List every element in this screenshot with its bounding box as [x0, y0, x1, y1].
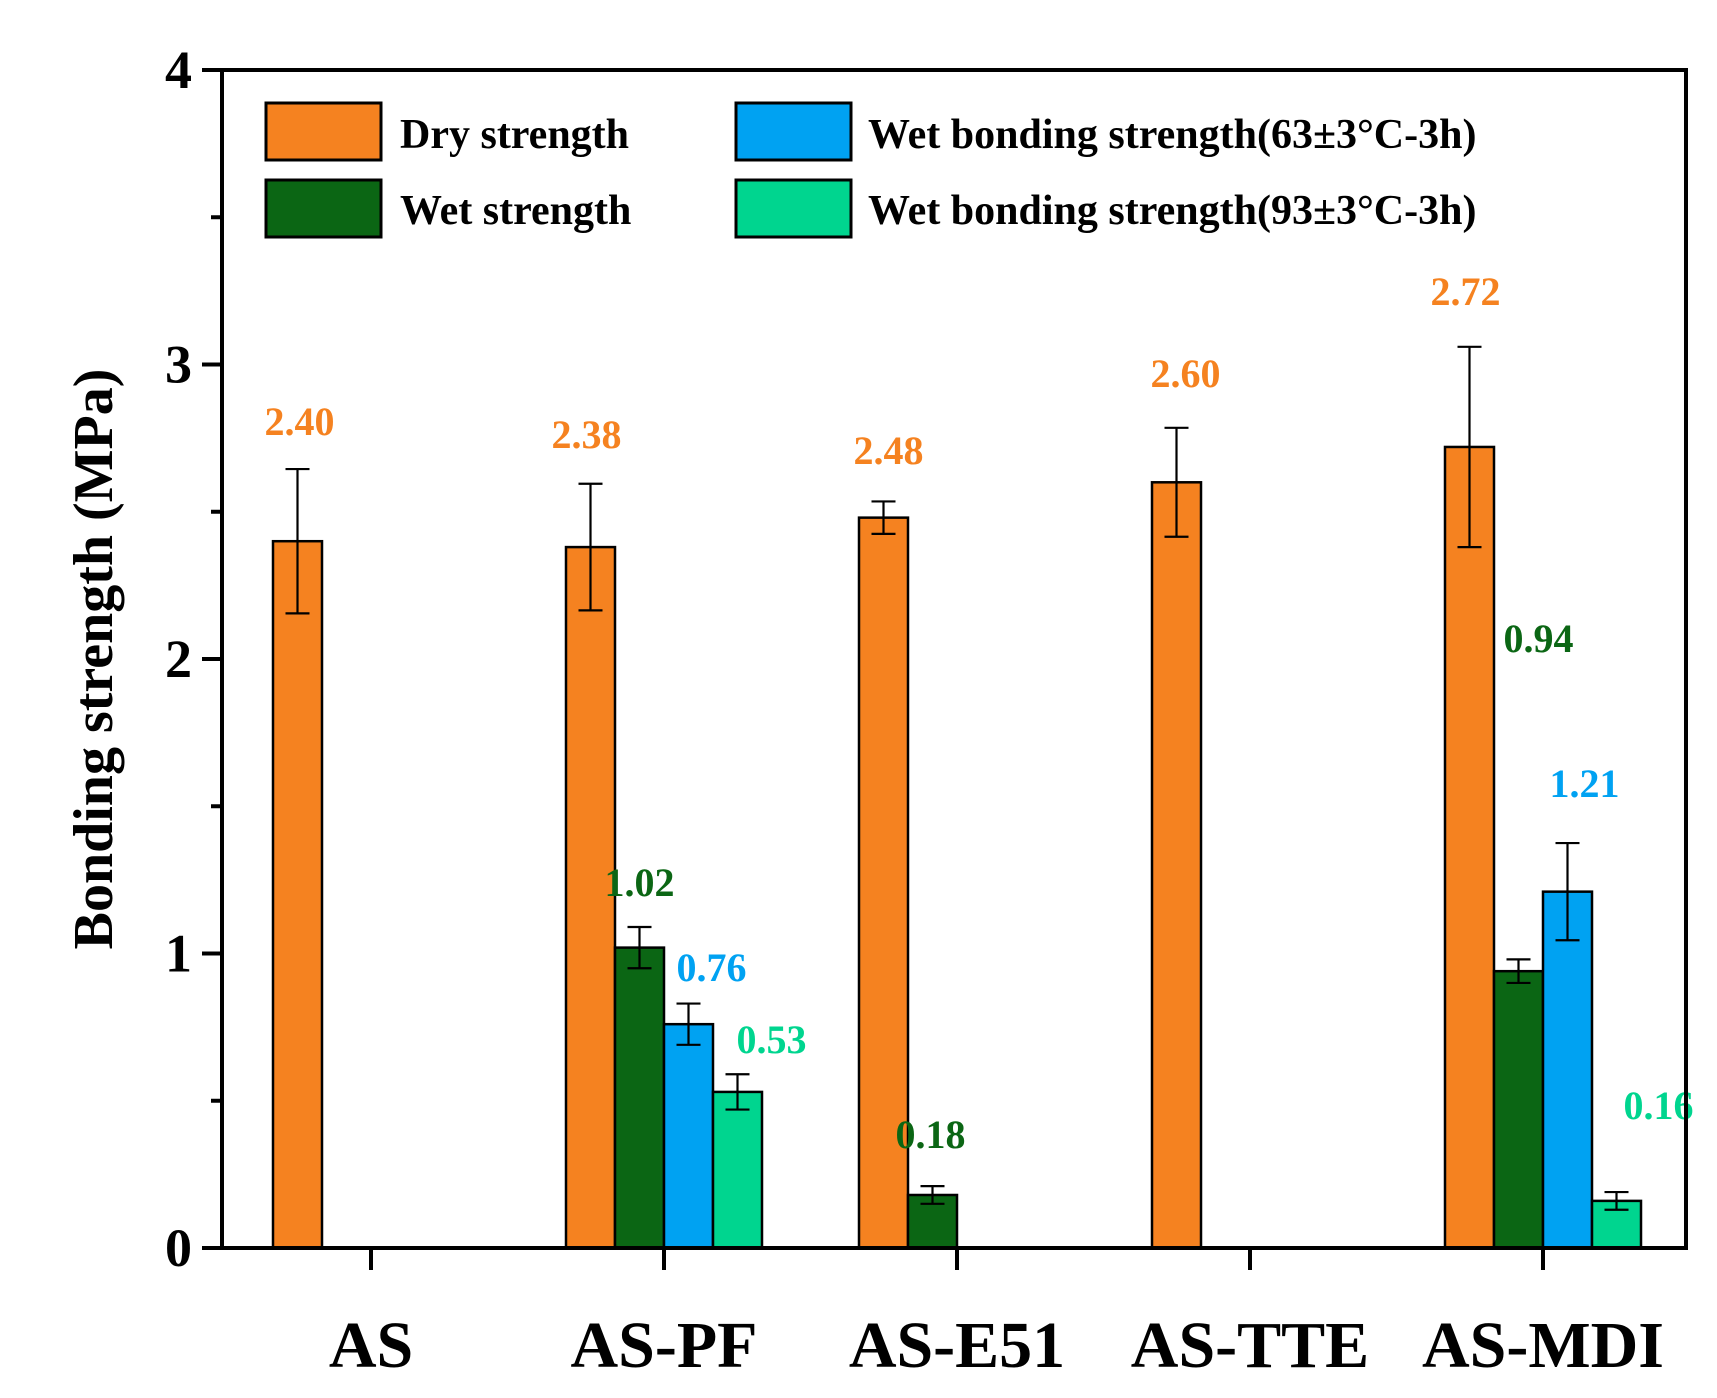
bar-as-pf-wet-bonding-strength-93-3-c-3h	[711, 1090, 764, 1250]
bar-as-mdi-wet-bonding-strength-93-3-c-3h	[1590, 1199, 1643, 1250]
bar-as-e51-dry-strength	[857, 516, 910, 1250]
legend-item-dry-strength: Dry strength	[264, 101, 629, 162]
legend-item-wet-bonding-strength-63-3-c-3h: Wet bonding strength(63±3°C-3h)	[734, 101, 1476, 162]
x-tick-label-as-e51: AS-E51	[849, 1309, 1065, 1382]
legend-swatch	[734, 101, 853, 162]
legend-label: Wet strength	[400, 188, 631, 234]
legend-swatch	[264, 101, 383, 162]
legend-swatch	[264, 178, 383, 239]
error-bar-as-mdi-wet-bonding-strength-93-3-c-3h	[1604, 1190, 1629, 1211]
error-bar-as-dry-strength	[285, 467, 310, 615]
bar-as-pf-wet-bonding-strength-63-3-c-3h	[662, 1022, 715, 1250]
legend-swatch	[734, 178, 853, 239]
bar-as-mdi-wet-strength	[1492, 969, 1545, 1250]
error-bar-as-pf-wet-strength	[627, 925, 652, 970]
error-bar-as-e51-dry-strength	[871, 500, 896, 535]
bar-as-tte-dry-strength	[1150, 481, 1203, 1250]
error-bar-as-tte-dry-strength	[1164, 426, 1189, 538]
data-label-as-pf-dry-strength: 2.38	[552, 412, 622, 457]
bar-as-pf-dry-strength	[564, 545, 617, 1250]
bar-as-mdi-wet-bonding-strength-63-3-c-3h	[1541, 890, 1594, 1250]
y-axis-title: Bonding strength (MPa)	[63, 369, 125, 950]
y-tick-label: 0	[165, 1218, 192, 1278]
error-bar-as-pf-wet-bonding-strength-63-3-c-3h	[676, 1002, 701, 1046]
bar-as-pf-wet-strength	[613, 946, 666, 1250]
data-label-as-e51-wet-strength: 0.18	[896, 1112, 966, 1157]
x-tick-label-as-pf: AS-PF	[571, 1309, 758, 1382]
legend-label: Wet bonding strength(93±3°C-3h)	[868, 188, 1476, 234]
data-label-as-tte-dry-strength: 2.60	[1151, 351, 1221, 396]
legend-label: Dry strength	[400, 112, 629, 158]
data-label-as-mdi-wet-strength: 0.94	[1504, 616, 1574, 661]
error-bar-as-pf-dry-strength	[578, 482, 603, 612]
y-tick-label: 4	[165, 40, 192, 100]
error-bar-as-mdi-wet-strength	[1506, 958, 1531, 985]
x-tick-label-as-tte: AS-TTE	[1131, 1309, 1369, 1382]
data-label-as-mdi-dry-strength: 2.72	[1431, 269, 1501, 314]
y-tick-label: 1	[165, 924, 192, 984]
x-tick-label-as: AS	[329, 1309, 413, 1382]
error-bar-as-pf-wet-bonding-strength-93-3-c-3h	[725, 1073, 750, 1111]
data-label-as-mdi-wet-bonding-strength-63-3-c-3h: 1.21	[1550, 761, 1620, 806]
data-label-as-dry-strength: 2.40	[265, 399, 335, 444]
error-bar-as-mdi-wet-bonding-strength-63-3-c-3h	[1555, 841, 1580, 942]
bar-as-dry-strength	[271, 539, 324, 1250]
x-tick-label-as-mdi: AS-MDI	[1422, 1309, 1664, 1382]
legend-item-wet-strength: Wet strength	[264, 178, 631, 239]
error-bar-as-e51-wet-strength	[920, 1185, 945, 1205]
error-bar-as-mdi-dry-strength	[1457, 345, 1482, 549]
legend-label: Wet bonding strength(63±3°C-3h)	[868, 112, 1476, 158]
y-tick-label: 2	[165, 629, 192, 689]
data-label-as-pf-wet-strength: 1.02	[605, 860, 675, 905]
data-label-as-e51-dry-strength: 2.48	[854, 428, 924, 473]
y-tick-label: 3	[165, 335, 192, 395]
legend-item-wet-bonding-strength-93-3-c-3h: Wet bonding strength(93±3°C-3h)	[734, 178, 1476, 239]
data-label-as-pf-wet-bonding-strength-63-3-c-3h: 0.76	[677, 945, 747, 990]
data-label-as-mdi-wet-bonding-strength-93-3-c-3h: 0.16	[1624, 1083, 1694, 1128]
data-label-as-pf-wet-bonding-strength-93-3-c-3h: 0.53	[737, 1017, 807, 1062]
bar-as-mdi-dry-strength	[1443, 445, 1496, 1250]
